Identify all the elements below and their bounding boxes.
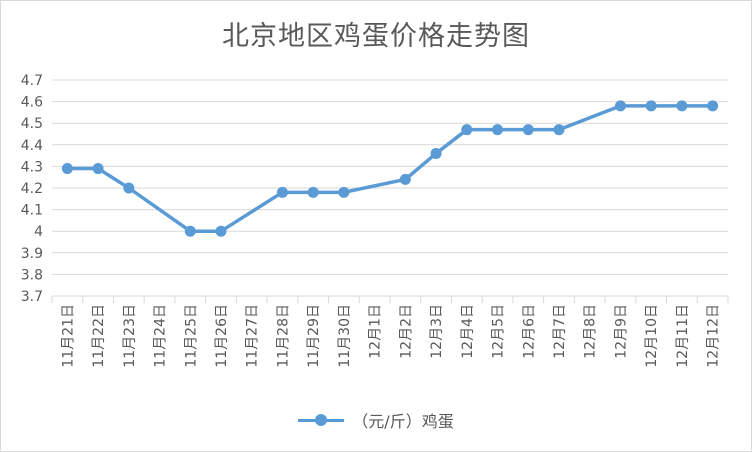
x-tick-label: 12月6日 bbox=[521, 304, 537, 359]
y-tick-label: 4.3 bbox=[21, 159, 43, 175]
x-tick-label: 11月24日 bbox=[153, 304, 169, 368]
y-tick-label: 4.5 bbox=[21, 116, 43, 132]
data-point bbox=[123, 182, 135, 194]
legend: （元/斤）鸡蛋 bbox=[0, 408, 752, 432]
x-tick-label: 12月9日 bbox=[613, 304, 629, 359]
data-point bbox=[461, 124, 473, 136]
x-tick-label: 12月3日 bbox=[429, 304, 445, 359]
data-point bbox=[215, 225, 227, 237]
legend-marker bbox=[298, 414, 345, 426]
y-tick-label: 3.8 bbox=[21, 267, 43, 283]
x-tick-label: 12月4日 bbox=[460, 304, 476, 359]
y-tick-label: 4.1 bbox=[21, 203, 43, 219]
series-line bbox=[67, 104, 713, 233]
y-tick-label: 4.6 bbox=[21, 95, 43, 111]
data-point bbox=[92, 163, 104, 175]
x-tick-label: 11月25日 bbox=[183, 304, 199, 368]
data-point bbox=[276, 186, 288, 198]
x-tick-label: 12月8日 bbox=[583, 304, 599, 359]
data-point bbox=[184, 225, 196, 237]
legend-label: （元/斤）鸡蛋 bbox=[352, 412, 454, 431]
data-point bbox=[707, 100, 719, 112]
y-tick-label: 4.4 bbox=[21, 138, 43, 154]
x-tick-label: 11月23日 bbox=[122, 304, 138, 368]
x-tick-label: 12月10日 bbox=[644, 304, 660, 368]
data-point bbox=[645, 100, 657, 112]
x-tick-label: 11月26日 bbox=[214, 304, 230, 368]
x-tick-label: 11月30日 bbox=[337, 304, 353, 368]
data-point bbox=[553, 124, 565, 136]
data-point bbox=[307, 186, 319, 198]
x-tick-label: 12月11日 bbox=[675, 304, 691, 368]
x-tick-label: 12月7日 bbox=[552, 304, 568, 359]
x-tick-label: 12月1日 bbox=[368, 304, 384, 359]
data-point bbox=[399, 173, 411, 185]
x-tick-label: 11月22日 bbox=[91, 304, 107, 368]
data-point bbox=[338, 186, 350, 198]
x-tick-label: 12月12日 bbox=[706, 304, 722, 368]
x-tick-label: 11月21日 bbox=[60, 304, 76, 368]
x-tick-label: 11月28日 bbox=[275, 304, 291, 368]
data-point bbox=[676, 100, 688, 112]
data-point bbox=[614, 100, 626, 112]
data-point bbox=[492, 124, 504, 136]
data-point bbox=[61, 163, 73, 175]
y-tick-label: 4 bbox=[34, 224, 43, 240]
x-tick-label: 12月5日 bbox=[491, 304, 507, 359]
data-point bbox=[522, 124, 534, 136]
y-tick-label: 4.7 bbox=[21, 73, 43, 89]
data-point bbox=[430, 147, 442, 159]
y-tick-label: 4.2 bbox=[21, 181, 43, 197]
x-tick-label: 11月27日 bbox=[245, 304, 261, 368]
x-tick-label: 12月2日 bbox=[398, 304, 414, 359]
x-tick-label: 11月29日 bbox=[306, 304, 322, 368]
y-tick-label: 3.9 bbox=[21, 246, 43, 262]
chart-title: 北京地区鸡蛋价格走势图 bbox=[222, 21, 530, 52]
y-tick-label: 3.7 bbox=[21, 289, 43, 305]
